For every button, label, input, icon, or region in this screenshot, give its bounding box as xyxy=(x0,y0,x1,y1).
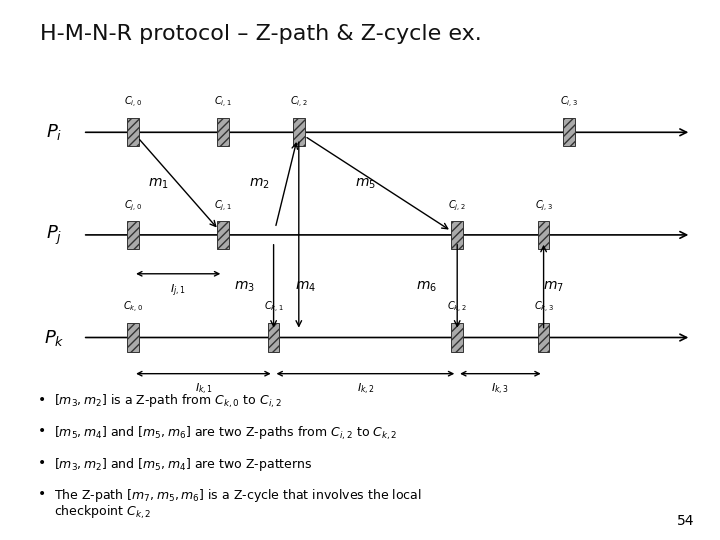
Text: $m_5$: $m_5$ xyxy=(355,177,377,191)
Text: •: • xyxy=(37,424,45,438)
Bar xyxy=(451,323,463,352)
Bar xyxy=(127,118,139,146)
Text: $P_k$: $P_k$ xyxy=(44,327,64,348)
Text: $I_{k,1}$: $I_{k,1}$ xyxy=(194,382,213,397)
Text: $C_{j,1}$: $C_{j,1}$ xyxy=(215,198,232,213)
Text: $C_{k,0}$: $C_{k,0}$ xyxy=(123,300,143,315)
Text: $m_4$: $m_4$ xyxy=(295,280,317,294)
Text: $P_j$: $P_j$ xyxy=(46,224,62,246)
Text: $m_6$: $m_6$ xyxy=(416,280,438,294)
Text: $I_{j,1}$: $I_{j,1}$ xyxy=(171,282,186,299)
Text: •: • xyxy=(37,393,45,407)
Bar xyxy=(538,323,549,352)
Text: $[m_3, m_2]$ and $[m_5, m_4]$ are two Z-patterns: $[m_3, m_2]$ and $[m_5, m_4]$ are two Z-… xyxy=(54,456,312,472)
Text: $I_{k,2}$: $I_{k,2}$ xyxy=(357,382,374,397)
Text: $C_{i,1}$: $C_{i,1}$ xyxy=(215,95,232,110)
Text: $C_{j,0}$: $C_{j,0}$ xyxy=(124,198,143,213)
Text: $C_{k,3}$: $C_{k,3}$ xyxy=(534,300,554,315)
Bar xyxy=(293,118,305,146)
Text: $m_3$: $m_3$ xyxy=(234,280,256,294)
Text: H-M-N-R protocol – Z-path & Z-cycle ex.: H-M-N-R protocol – Z-path & Z-cycle ex. xyxy=(40,24,482,44)
Text: $m_1$: $m_1$ xyxy=(148,177,168,191)
Bar xyxy=(451,221,463,249)
Bar xyxy=(268,323,279,352)
Text: $m_7$: $m_7$ xyxy=(542,280,564,294)
Bar xyxy=(563,118,575,146)
Text: $P_i$: $P_i$ xyxy=(46,122,62,143)
Text: $[m_3, m_2]$ is a Z-path from $C_{k,0}$ to $C_{i,2}$: $[m_3, m_2]$ is a Z-path from $C_{k,0}$ … xyxy=(54,393,282,410)
Text: $I_{k,3}$: $I_{k,3}$ xyxy=(491,382,510,397)
Text: $C_{i,3}$: $C_{i,3}$ xyxy=(560,95,577,110)
Text: The Z-path $[m_7, m_5, m_6]$ is a Z-cycle that involves the local: The Z-path $[m_7, m_5, m_6]$ is a Z-cycl… xyxy=(54,487,422,504)
Text: 54: 54 xyxy=(678,514,695,528)
Text: $C_{i,0}$: $C_{i,0}$ xyxy=(124,95,143,110)
Text: •: • xyxy=(37,487,45,501)
Text: $C_{k,1}$: $C_{k,1}$ xyxy=(264,300,284,315)
Text: checkpoint $C_{k,2}$: checkpoint $C_{k,2}$ xyxy=(54,503,151,521)
Text: $[m_5, m_4]$ and $[m_5, m_6]$ are two Z-paths from $C_{i,2}$ to $C_{k,2}$: $[m_5, m_4]$ and $[m_5, m_6]$ are two Z-… xyxy=(54,424,397,442)
Bar xyxy=(217,221,229,249)
Text: $C_{j,2}$: $C_{j,2}$ xyxy=(449,198,466,213)
Text: •: • xyxy=(37,456,45,470)
Bar xyxy=(127,323,139,352)
Text: $C_{i,2}$: $C_{i,2}$ xyxy=(290,95,307,110)
Text: $m_2$: $m_2$ xyxy=(249,177,269,191)
Text: $C_{j,3}$: $C_{j,3}$ xyxy=(535,198,552,213)
Text: $C_{k,2}$: $C_{k,2}$ xyxy=(447,300,467,315)
Bar xyxy=(538,221,549,249)
Bar xyxy=(217,118,229,146)
Bar xyxy=(127,221,139,249)
